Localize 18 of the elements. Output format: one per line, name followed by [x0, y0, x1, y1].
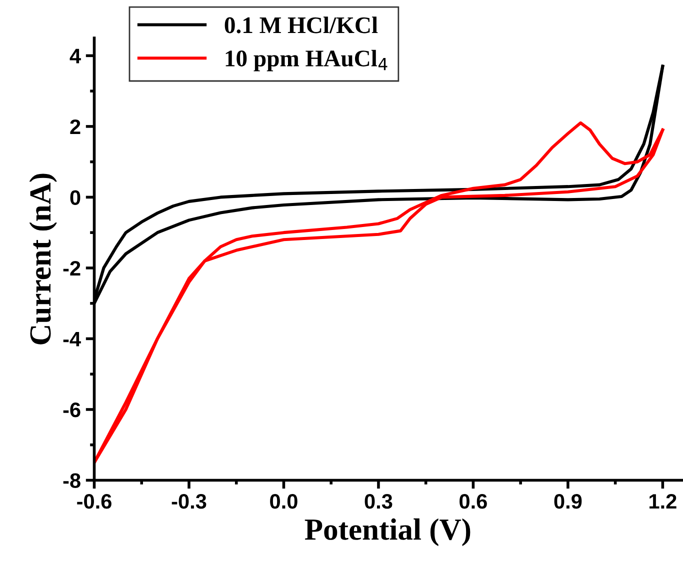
- x-tick-label: -0.3: [172, 494, 206, 509]
- x-axis-title: Potential (V): [304, 518, 470, 546]
- y-tick-label: -4: [63, 332, 81, 346]
- y-tick-label: 4: [70, 48, 81, 64]
- x-tick-label: 0.6: [460, 494, 487, 509]
- legend-label: 0.1 M HCl/KCl: [224, 16, 378, 34]
- y-tick-label: -6: [63, 402, 80, 418]
- y-tick-label: 2: [70, 119, 80, 134]
- y-tick-label: 0: [70, 190, 80, 205]
- y-tick-label: -2: [63, 260, 80, 276]
- y-tick-label: -8: [63, 473, 80, 488]
- x-tick-label: 0.0: [270, 494, 298, 509]
- x-tick-label: -0.6: [77, 494, 112, 509]
- legend-label: 10 ppm HAuCl$_{4}$: [226, 50, 388, 72]
- x-tick-label: 0.9: [554, 494, 582, 509]
- y-axis-title: Current (nA): [29, 174, 57, 344]
- x-tick-label: 1.2: [650, 494, 676, 509]
- x-tick-label: 0.3: [364, 494, 392, 509]
